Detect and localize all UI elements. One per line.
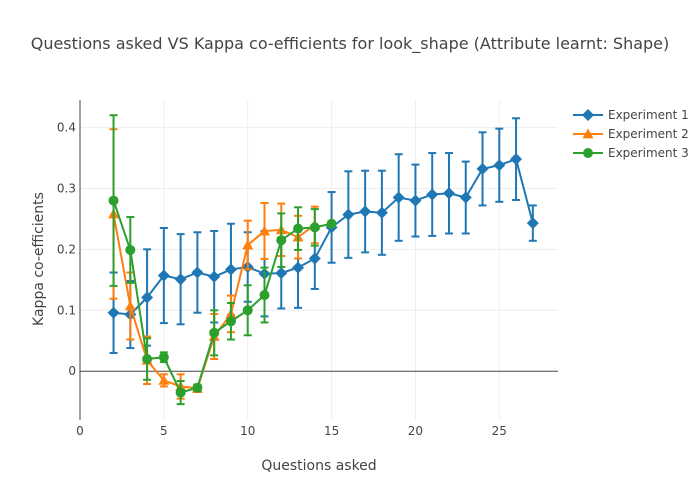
tick-labels: 0 0.1 0.2 0.3 0.4 0 5 10 15 20 25	[57, 120, 507, 438]
axes	[79, 100, 558, 420]
data-point	[326, 218, 337, 229]
legend[interactable]: Experiment 1 Experiment 2 Experiment 3	[573, 108, 689, 160]
data-point	[124, 300, 136, 311]
data-point	[191, 266, 204, 279]
data-point	[476, 162, 489, 175]
data-point	[342, 208, 355, 221]
data-point	[392, 191, 405, 204]
legend-label: Experiment 2	[608, 127, 689, 141]
data-point	[175, 387, 186, 398]
series	[107, 114, 539, 406]
legend-marker	[582, 128, 594, 139]
y-axis-label: Kappa co-efficients	[31, 192, 47, 326]
data-point	[224, 263, 237, 276]
data-point	[276, 235, 287, 246]
data-point	[141, 291, 154, 304]
data-point	[192, 382, 203, 393]
series-1	[107, 117, 539, 354]
data-point	[259, 290, 270, 301]
data-point	[426, 188, 439, 201]
data-point	[442, 187, 455, 200]
data-point	[275, 267, 288, 280]
data-point	[225, 316, 236, 327]
data-point	[258, 225, 270, 236]
legend-label: Experiment 3	[608, 146, 689, 160]
data-point	[309, 222, 320, 233]
data-point	[375, 206, 388, 219]
y-tick-label: 0.4	[57, 120, 76, 134]
data-point	[208, 270, 221, 283]
series-3	[108, 114, 337, 406]
data-point	[108, 195, 119, 206]
y-tick-label: 0.1	[57, 303, 76, 317]
data-point	[107, 306, 120, 319]
legend-marker	[583, 148, 593, 158]
data-point	[292, 261, 305, 274]
data-point	[125, 244, 136, 255]
data-point	[242, 239, 254, 250]
data-point	[158, 374, 170, 385]
data-point	[493, 159, 506, 172]
legend-item-1[interactable]: Experiment 1	[573, 108, 689, 122]
y-tick-label: 0	[68, 364, 76, 378]
x-tick-label: 10	[240, 424, 255, 438]
legend-marker	[582, 109, 594, 121]
data-point	[526, 217, 539, 230]
data-point	[459, 191, 472, 204]
chart-title: Questions asked VS Kappa co-efficients f…	[30, 34, 670, 53]
data-point	[142, 354, 153, 365]
x-axis-label: Questions asked	[261, 458, 377, 474]
legend-label: Experiment 1	[608, 108, 689, 122]
data-point	[242, 305, 253, 316]
data-point	[409, 194, 422, 207]
series-line	[113, 157, 534, 316]
legend-item-3[interactable]: Experiment 3	[573, 146, 689, 160]
x-tick-label: 5	[160, 424, 168, 438]
legend-item-2[interactable]: Experiment 2	[573, 127, 689, 141]
data-point	[510, 153, 523, 166]
data-point	[359, 205, 372, 218]
data-point	[157, 269, 170, 282]
x-tick-label: 0	[76, 424, 84, 438]
data-point	[174, 273, 187, 286]
y-tick-label: 0.2	[57, 242, 76, 256]
data-point	[209, 327, 220, 338]
data-point	[293, 223, 304, 234]
data-point	[308, 252, 321, 265]
x-tick-label: 20	[408, 424, 423, 438]
y-tick-label: 0.3	[57, 181, 76, 195]
data-point	[158, 352, 169, 363]
x-tick-label: 15	[324, 424, 339, 438]
x-tick-label: 25	[492, 424, 507, 438]
